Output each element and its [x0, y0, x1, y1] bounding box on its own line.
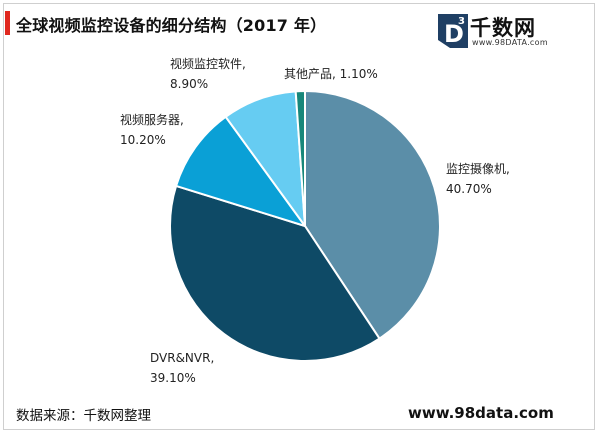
- slice-value-dvr-nvr: 39.10%: [150, 371, 196, 385]
- logo-url: www.98DATA.com: [472, 38, 548, 47]
- slice-name-dvr-nvr: DVR&NVR,: [150, 351, 215, 365]
- slice-name-other: 其他产品,: [284, 67, 336, 81]
- data-source: 数据来源：千数网整理: [16, 408, 151, 424]
- pie-slice-other: [294, 89, 306, 227]
- brand-logo-icon: D 3: [438, 14, 468, 48]
- slice-value-software: 8.90%: [170, 77, 209, 91]
- slice-name-software: 视频监控软件,: [170, 57, 246, 71]
- slice-name-camera: 监控摄像机,: [446, 162, 510, 176]
- slice-label-camera: 监控摄像机, 40.70%: [446, 159, 510, 199]
- slice-label-other: 其他产品, 1.10%: [284, 64, 378, 84]
- logo-name: 千数网: [470, 16, 536, 40]
- slice-value-other: 1.10%: [339, 67, 378, 81]
- title-accent-bar: [5, 11, 10, 35]
- website-url: www.98data.com: [408, 404, 554, 422]
- slice-label-dvr-nvr: DVR&NVR, 39.10%: [150, 348, 214, 388]
- logo-mark-letter: D: [444, 20, 464, 48]
- slice-label-video-server: 视频服务器, 10.20%: [120, 110, 184, 150]
- pie-slice-dvr-nvr: [169, 184, 381, 362]
- chart-title: 全球视频监控设备的细分结构（2017 年）: [16, 16, 327, 35]
- slice-value-camera: 40.70%: [446, 182, 492, 196]
- pie-slice-video-server: [175, 115, 306, 227]
- slice-name-video-server: 视频服务器,: [120, 113, 184, 127]
- slice-value-video-server: 10.20%: [120, 133, 166, 147]
- logo-mark-sup: 3: [458, 16, 465, 27]
- slice-label-software: 视频监控软件, 8.90%: [170, 54, 246, 94]
